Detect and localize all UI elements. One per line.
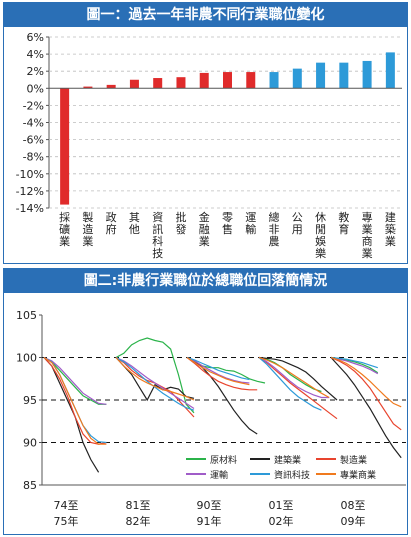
bar [153,78,163,89]
series-line [115,357,195,402]
bar [316,62,326,89]
series-line [186,356,250,384]
bar [60,88,70,205]
y-tick-label: -12% [16,185,44,198]
period-label: 01至 [269,499,294,512]
series-line [115,356,195,411]
category-label: 專業商業 [362,211,373,260]
y-tick-label: 105 [16,309,37,322]
y-tick-label: 95 [23,394,37,407]
period-label: 09年 [341,514,366,528]
bar [223,72,232,89]
legend-label: 建築業 [274,454,301,466]
series-line [115,356,195,410]
category-label: 零售 [222,211,233,236]
chart-1-title: 圖一：過去一年非農不同行業職位變化 [4,3,407,27]
category-label: 採礦業 [59,210,70,248]
series-line [115,357,195,401]
bar [176,77,186,89]
bar [292,68,302,89]
period-label: 08至 [341,499,366,512]
legend-label: 資訊科技 [274,469,310,481]
bar [339,62,349,89]
series-line [258,356,338,401]
series-line [330,356,379,375]
series-line [186,356,250,386]
series-line [43,356,107,445]
bar [246,72,256,89]
bar [269,72,279,89]
category-label: 資訊科技 [152,211,163,260]
category-label: 金融業 [199,210,210,248]
y-tick-label: 0% [27,82,44,95]
chart-panel-1: 圖一：過去一年非農不同行業職位變化 6% 4% 2% 0% -2% -4% -6% -8% -1… [3,2,408,264]
category-label: 總非農 [269,210,280,248]
series-line [258,356,330,399]
series-line [43,356,107,405]
y-tick-label: -4% [23,117,44,130]
y-tick-label: 85 [23,479,37,492]
period-label: 75年 [54,514,79,528]
chart-2-title: 圖二:非農行業職位於總職位回落簡情況 [4,269,407,293]
legend-label: 專業商業 [340,469,376,481]
series-line [115,337,195,414]
series-line [186,356,250,381]
series-line [330,356,402,431]
y-tick-label: 100 [16,352,37,365]
legend-label: 原材料 [210,454,237,466]
period-label: 02年 [269,514,294,528]
y-tick-label: -14% [16,202,44,215]
bar [362,60,372,89]
period-label: 82年 [126,514,151,528]
y-tick-label: 90 [23,437,37,450]
category-label: 政府 [106,210,117,236]
series-line [330,357,402,459]
bar [106,84,116,89]
bar-chart: 6% 4% 2% 0% -2% -4% -6% -8% -10% -12% -14% 採礦業 製造業 政府… [16,31,402,260]
y-tick-label: -10% [16,168,44,181]
line-chart: 105 100 95 90 85 74至 75年 81至 82年 90至 91年 01至 02年 08至 0… [16,309,406,528]
series-line [258,356,322,393]
y-tick-label: -6% [23,134,44,147]
category-label: 運輸 [245,211,256,236]
y-tick-label: 6% [27,31,44,44]
y-tick-label: -2% [23,99,44,112]
category-label: 教育 [338,211,349,236]
series-line [330,356,402,408]
y-tick-label: 4% [27,48,44,61]
chart-panel-2: 圖二:非農行業職位於總職位回落簡情況 105 100 95 90 85 74至 75年 81至… [3,268,408,535]
series-line [43,356,107,405]
series-line [186,356,258,435]
series-line [186,357,258,391]
bar [385,52,395,89]
category-label: 製造業 [82,210,93,248]
y-tick-label: -8% [23,151,44,164]
series-line [258,356,338,420]
legend-label: 運輸 [210,469,228,481]
series-line [258,356,330,399]
bar [129,79,139,89]
legend-label: 製造業 [340,454,367,466]
category-label: 批發 [175,210,186,236]
category-label: 公用 [292,211,303,236]
series-line [330,356,378,369]
category-label: 其他 [129,211,140,236]
bar [83,86,93,89]
category-label: 建築業 [385,210,396,248]
series-line [43,357,100,473]
series-line [258,357,322,411]
y-tick-label: 2% [27,65,44,78]
bar [199,72,209,89]
period-label: 81至 [126,499,151,512]
category-label: 休閒娛樂 [315,211,326,260]
period-label: 90至 [197,499,222,512]
period-label: 91年 [197,514,222,528]
series-line [43,357,107,445]
period-label: 74至 [54,499,79,512]
